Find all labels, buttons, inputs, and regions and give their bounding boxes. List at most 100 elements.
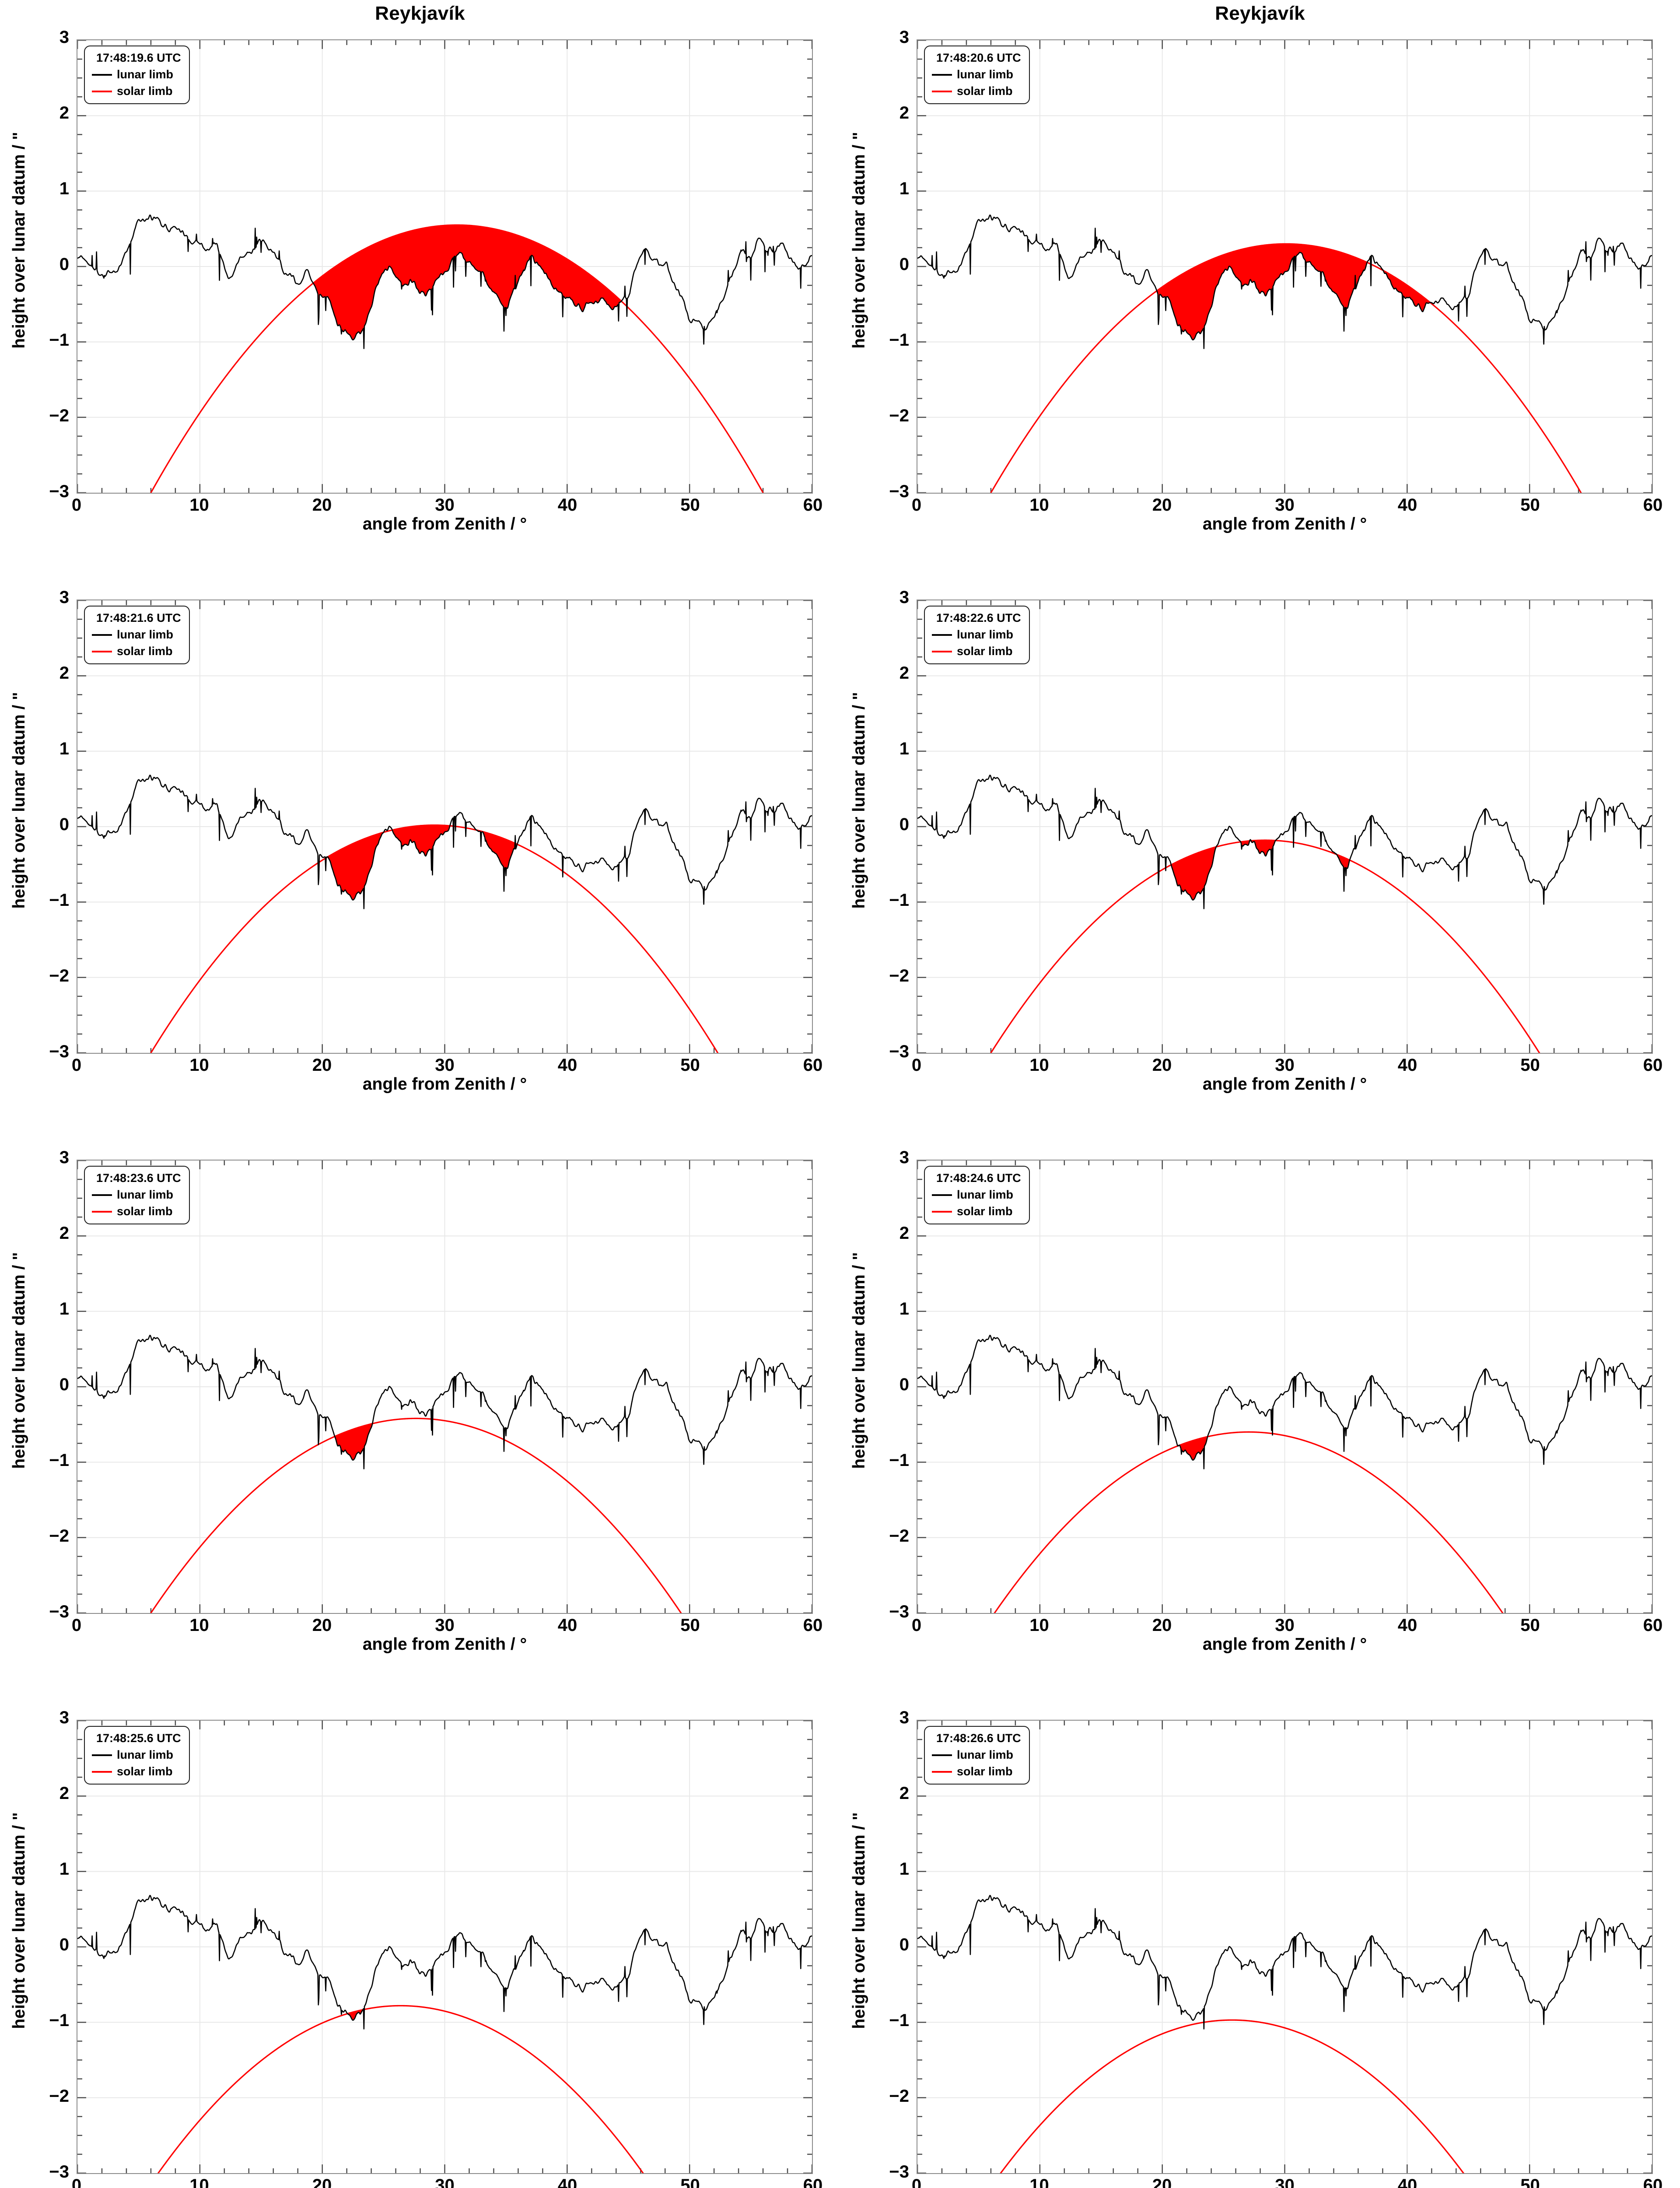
- y-tick-label: 1: [59, 1859, 69, 1879]
- legend-timestamp: 17:48:25.6 UTC: [96, 1732, 181, 1745]
- legend-swatch-lunar-icon: [92, 634, 112, 636]
- x-tick-label: 30: [435, 495, 455, 515]
- legend-entry-solar: solar limb: [932, 1205, 1021, 1218]
- x-tick-label: 10: [1029, 495, 1049, 515]
- y-tick-label: −3: [889, 482, 909, 501]
- y-tick-label: 2: [899, 1784, 909, 1803]
- y-tick-label: 3: [899, 588, 909, 607]
- y-tick-label: 1: [899, 1299, 909, 1318]
- x-tick-label: 30: [1275, 1055, 1295, 1075]
- y-axis-label: height over lunar datum / ": [10, 1812, 28, 2029]
- x-tick-label: 40: [1397, 495, 1418, 515]
- y-tick-label: 3: [59, 588, 69, 607]
- legend-label-solar: solar limb: [957, 84, 1013, 98]
- y-tick-label: −1: [889, 2011, 909, 2030]
- x-tick-label: 60: [803, 1055, 823, 1075]
- legend-timestamp: 17:48:26.6 UTC: [936, 1732, 1021, 1745]
- y-tick-label: 0: [899, 815, 909, 834]
- legend-label-lunar: lunar limb: [117, 1748, 174, 1761]
- y-tick-label: 0: [59, 1375, 69, 1394]
- y-tick-label: 2: [59, 1784, 69, 1803]
- y-tick-label: 2: [899, 1224, 909, 1243]
- y-tick-label: −2: [49, 406, 69, 425]
- legend-label-solar: solar limb: [957, 1205, 1013, 1218]
- panel-title: Reykjavík: [375, 3, 465, 24]
- chart-panel-5: Reykjavík height over lunar datum / " an…: [0, 1120, 840, 1680]
- y-tick-label: 0: [899, 1935, 909, 1954]
- x-tick-label: 50: [680, 495, 700, 515]
- x-tick-label: 20: [1152, 1616, 1172, 1635]
- legend-timestamp: 17:48:20.6 UTC: [936, 51, 1021, 64]
- legend-box: 17:48:26.6 UTC lunar limb solar limb: [924, 1726, 1030, 1785]
- legend-box: 17:48:23.6 UTC lunar limb solar limb: [84, 1166, 190, 1224]
- x-tick-label: 10: [189, 1055, 209, 1075]
- plot-area: [917, 1160, 1653, 1614]
- legend-box: 17:48:24.6 UTC lunar limb solar limb: [924, 1166, 1030, 1224]
- x-tick-label: 30: [435, 1055, 455, 1075]
- legend-timestamp: 17:48:24.6 UTC: [936, 1171, 1021, 1185]
- legend-timestamp: 17:48:21.6 UTC: [96, 611, 181, 624]
- x-tick-label: 50: [680, 2176, 700, 2188]
- y-tick-label: 2: [899, 103, 909, 123]
- plot-area: [77, 1720, 813, 2174]
- chart-panel-4: Reykjavík height over lunar datum / " an…: [840, 560, 1680, 1120]
- legend-box: 17:48:25.6 UTC lunar limb solar limb: [84, 1726, 190, 1785]
- y-tick-label: −3: [49, 2162, 69, 2181]
- y-tick-label: −2: [889, 966, 909, 985]
- y-axis-label: height over lunar datum / ": [850, 692, 868, 909]
- y-tick-label: −1: [49, 891, 69, 910]
- plot-svg: [77, 600, 812, 1053]
- legend-swatch-lunar-icon: [932, 1194, 952, 1196]
- x-tick-label: 30: [435, 2176, 455, 2188]
- legend-swatch-lunar-icon: [932, 1754, 952, 1756]
- x-tick-label: 50: [1520, 2176, 1540, 2188]
- legend-entry-lunar: lunar limb: [932, 1748, 1021, 1762]
- y-tick-label: 0: [59, 815, 69, 834]
- legend-swatch-solar-icon: [932, 90, 952, 92]
- y-tick-label: −3: [889, 1602, 909, 1621]
- plot-area: [917, 1720, 1653, 2174]
- x-tick-label: 0: [911, 2176, 922, 2188]
- y-tick-label: −2: [889, 2086, 909, 2106]
- x-tick-label: 50: [1520, 495, 1540, 515]
- y-tick-label: 2: [59, 103, 69, 123]
- x-tick-label: 10: [189, 495, 209, 515]
- legend-swatch-lunar-icon: [932, 74, 952, 76]
- y-axis-label: height over lunar datum / ": [850, 132, 868, 349]
- chart-panel-1: Reykjavík height over lunar datum / " an…: [0, 0, 840, 560]
- y-tick-label: 0: [899, 1375, 909, 1394]
- legend-label-solar: solar limb: [117, 645, 173, 658]
- y-tick-label: 3: [899, 28, 909, 47]
- x-tick-label: 60: [1643, 1055, 1663, 1075]
- x-axis-label: angle from Zenith / °: [362, 1075, 527, 1094]
- x-tick-label: 60: [1643, 1616, 1663, 1635]
- plot-svg: [917, 600, 1652, 1053]
- y-tick-label: −3: [49, 1042, 69, 1061]
- y-tick-label: 1: [59, 179, 69, 198]
- x-tick-label: 0: [71, 495, 82, 515]
- x-tick-label: 60: [803, 495, 823, 515]
- legend-label-lunar: lunar limb: [117, 628, 174, 641]
- legend-entry-lunar: lunar limb: [932, 68, 1021, 81]
- legend-swatch-solar-icon: [932, 1771, 952, 1773]
- x-tick-label: 50: [1520, 1055, 1540, 1075]
- legend-entry-solar: solar limb: [932, 1765, 1021, 1778]
- legend-box: 17:48:19.6 UTC lunar limb solar limb: [84, 46, 190, 104]
- y-axis-label: height over lunar datum / ": [10, 1252, 28, 1469]
- x-tick-label: 40: [557, 1616, 578, 1635]
- y-axis-label: height over lunar datum / ": [10, 692, 28, 909]
- legend-entry-lunar: lunar limb: [932, 1188, 1021, 1202]
- y-tick-label: 3: [59, 28, 69, 47]
- legend-swatch-lunar-icon: [92, 1194, 112, 1196]
- x-tick-label: 0: [911, 495, 922, 515]
- y-tick-label: −1: [889, 1451, 909, 1470]
- legend-timestamp: 17:48:22.6 UTC: [936, 611, 1021, 624]
- x-tick-label: 20: [312, 2176, 332, 2188]
- legend-box: 17:48:20.6 UTC lunar limb solar limb: [924, 46, 1030, 104]
- legend-label-solar: solar limb: [117, 84, 173, 98]
- y-tick-label: −2: [49, 966, 69, 985]
- x-tick-label: 10: [189, 1616, 209, 1635]
- x-axis-label: angle from Zenith / °: [362, 515, 527, 533]
- chart-panel-2: Reykjavík height over lunar datum / " an…: [840, 0, 1680, 560]
